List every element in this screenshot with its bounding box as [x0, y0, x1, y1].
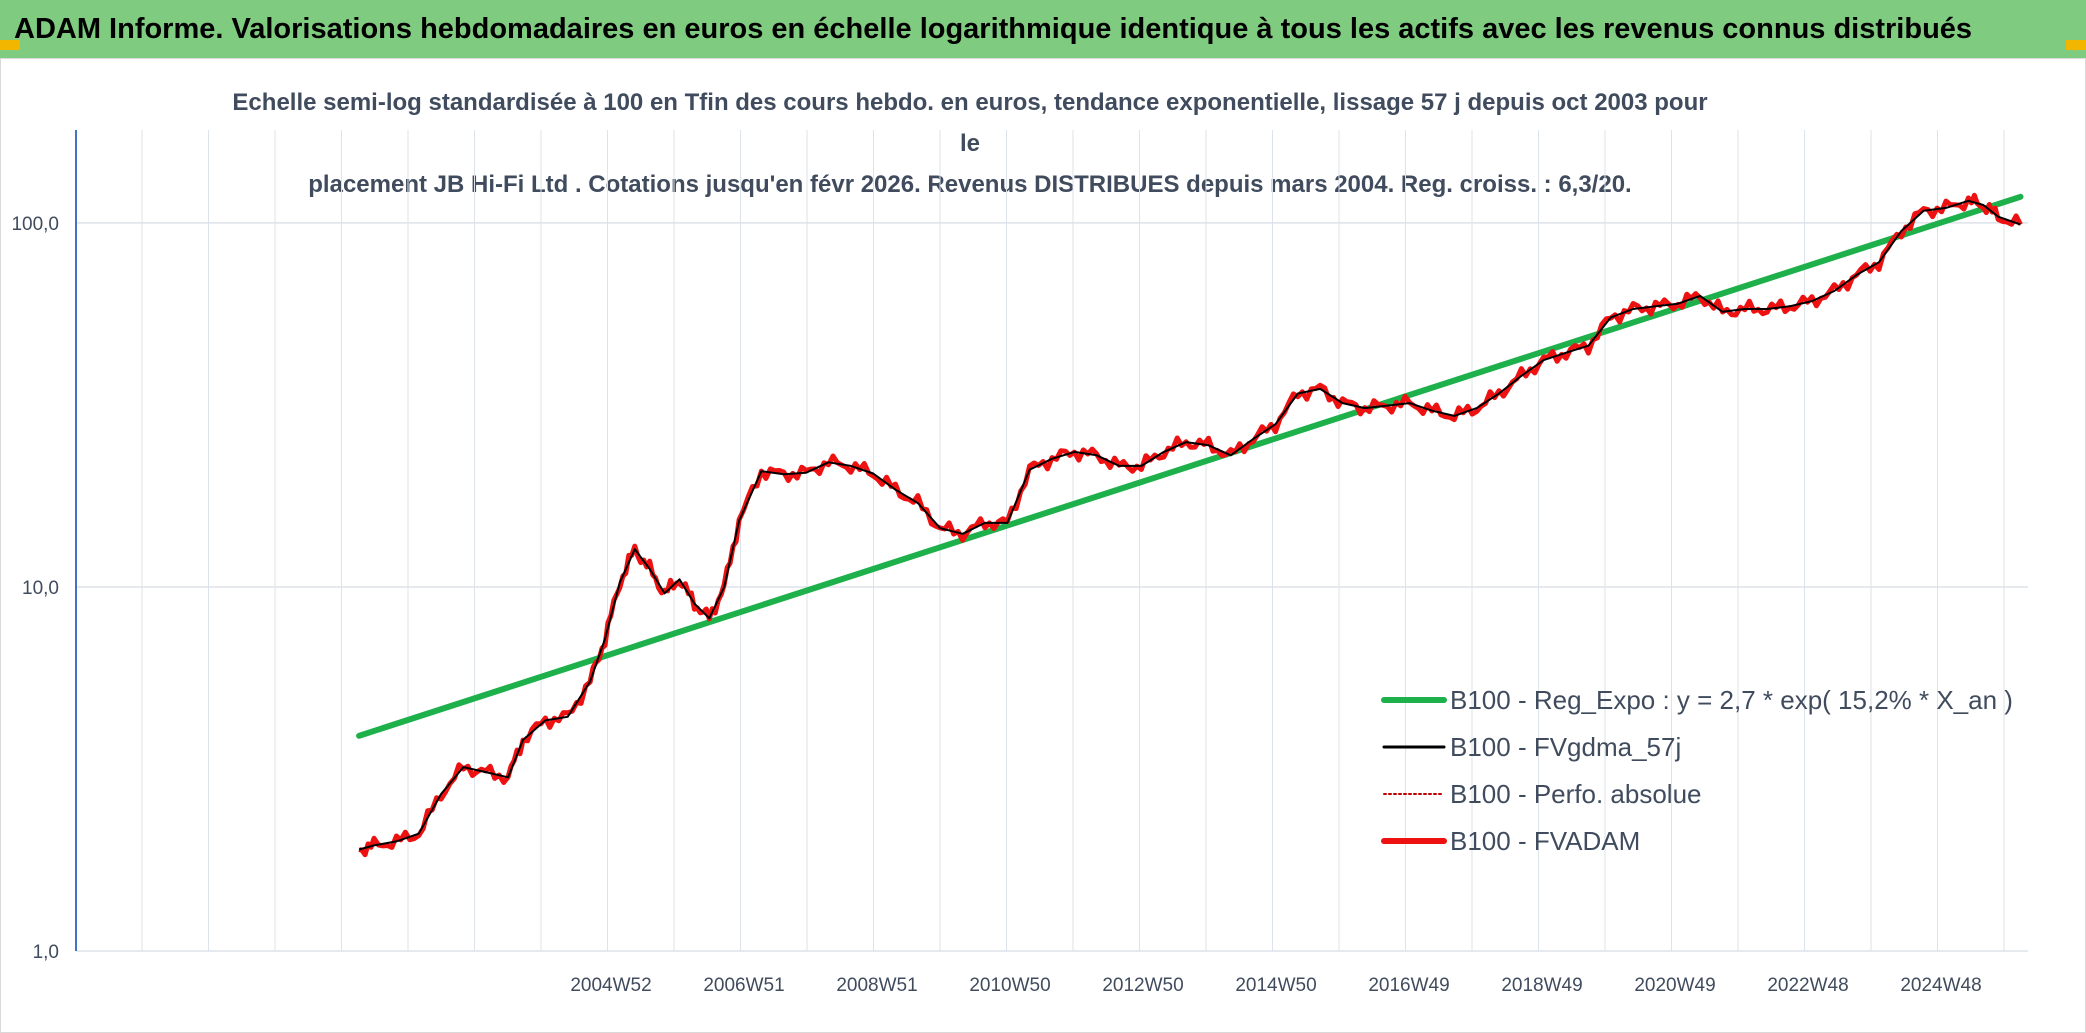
x-tick-label: 2006W51: [703, 975, 784, 996]
subtitle-line-1: Echelle semi-log standardisée à 100 en T…: [232, 89, 1708, 157]
series-line-fvadam: [358, 192, 2023, 858]
x-tick-label: 2004W52: [570, 975, 651, 996]
y-tick-label: 1,0: [33, 942, 59, 963]
x-tick-label: 2008W51: [836, 975, 917, 996]
x-tick-label: 2016W49: [1368, 975, 1449, 996]
y-tick-label: 100,0: [11, 214, 59, 235]
legend-label: B100 - Reg_Expo : y = 2,7 * exp( 15,2% *…: [1450, 685, 2013, 715]
x-tick-label: 2010W50: [969, 975, 1050, 996]
series-line-fvgdma: [358, 199, 2021, 851]
x-tick-label: 2014W50: [1235, 975, 1316, 996]
legend-label: B100 - Perfo. absolue: [1450, 779, 1702, 809]
x-tick-label: 2020W49: [1634, 975, 1715, 996]
x-tick-label: 2012W50: [1102, 975, 1183, 996]
title-bar: ADAM Informe. Valorisations hebdomadaire…: [0, 0, 2086, 58]
corner-accent-top-right: [2066, 40, 2086, 50]
x-tick-label: 2018W49: [1501, 975, 1582, 996]
x-tick-label: 2022W48: [1767, 975, 1848, 996]
legend-label: B100 - FVgdma_57j: [1450, 732, 1681, 762]
corner-accent-top-left: [0, 40, 20, 50]
chart-subtitle: Echelle semi-log standardisée à 100 en T…: [230, 82, 1710, 205]
report-title: ADAM Informe. Valorisations hebdomadaire…: [14, 12, 1973, 45]
subtitle-line-2: placement JB Hi-Fi Ltd . Cotations jusqu…: [308, 171, 1632, 198]
x-tick-label: 2024W48: [1900, 975, 1981, 996]
legend-label: B100 - FVADAM: [1450, 826, 1640, 856]
series-line-reg-expo: [356, 193, 2024, 739]
y-tick-label: 10,0: [22, 578, 59, 599]
